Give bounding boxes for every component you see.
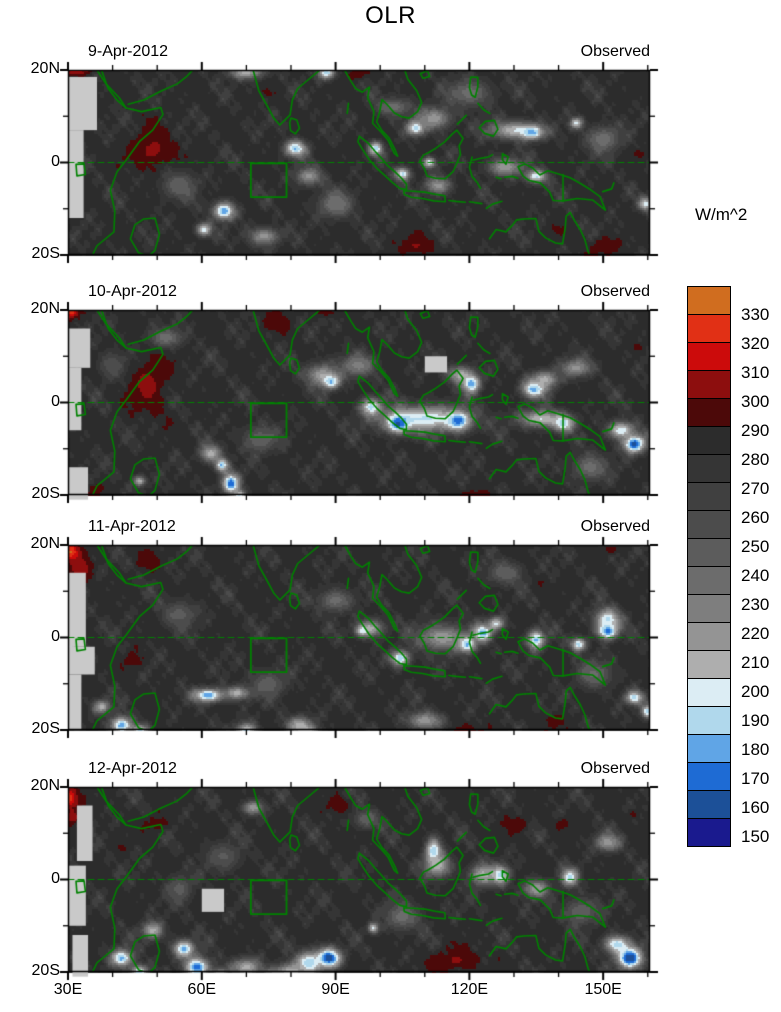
colorbar-cell [687,734,731,763]
y-axis-tick-label: 20N [30,300,60,317]
x-axis-tick-label: 120E [450,981,489,998]
panel-date-label: 12-Apr-2012 [88,760,177,777]
x-axis-tick-label: 30E [53,981,83,998]
panel-date-label: 9-Apr-2012 [88,43,169,60]
figure-title: OLR [365,2,416,29]
colorbar-tick-label: 220 [741,624,770,643]
panel-source-label: Observed [580,518,650,535]
colorbar-tick-label: 230 [741,595,770,614]
y-axis-tick-label: 0 [51,869,60,887]
colorbar-cell [687,510,731,539]
x-axis-tick-label: 150E [584,981,622,998]
colorbar-cell [687,426,731,455]
panel-source-label: Observed [580,283,650,300]
panel-date-label: 10-Apr-2012 [88,283,177,300]
colorbar-tick-label: 300 [741,392,770,411]
colorbar-tick-label: 240 [741,566,770,585]
y-axis-tick-label: 20S [31,245,60,262]
x-axis-tick-label: 90E [321,981,350,998]
colorbar-cell [687,482,731,511]
colorbar-tick-label: 310 [741,363,770,382]
y-axis-tick-label: 0 [51,627,60,645]
colorbar-tick-label: 270 [741,479,770,498]
colorbar-cell [687,566,731,595]
panel-source-label: Observed [580,43,650,60]
colorbar-cell [687,678,731,707]
colorbar-units-label: W/m^2 [695,205,748,224]
y-axis-tick-label: 20S [31,720,60,737]
colorbar-cell [687,818,731,847]
colorbar-cell [687,706,731,735]
panel-date-label: 11-Apr-2012 [88,518,176,535]
colorbar: W/m^2 330 320 310 300 290 280 270 260 250 240 230 2… [687,205,769,847]
y-axis-tick-label: 20S [31,485,60,502]
colorbar-tick-label: 180 [741,740,770,759]
colorbar-cell [687,454,731,483]
colorbar-cell [687,762,731,791]
y-axis-tick-label: 0 [51,152,60,170]
colorbar-tick-label: 190 [741,711,770,730]
colorbar-tick-label: 290 [741,421,770,440]
colorbar-cell [687,342,731,371]
colorbar-cell [687,790,731,819]
colorbar-tick-label: 210 [741,653,770,672]
colorbar-cell [687,314,731,343]
colorbar-tick-label: 150 [741,827,770,846]
colorbar-tick-label: 250 [741,537,770,556]
colorbar-cell [687,370,731,399]
colorbar-tick-label: 320 [741,334,770,353]
colorbar-cell [687,538,731,567]
y-axis-tick-label: 20S [31,962,60,979]
colorbar-tick-label: 170 [741,769,770,788]
colorbar-cell [687,650,731,679]
x-axis-tick-label: 60E [187,981,217,998]
panel-source-label: Observed [580,760,650,777]
y-axis-tick-label: 20N [30,535,60,552]
colorbar-cell [687,398,731,427]
colorbar-cell [687,594,731,623]
y-axis-tick-label: 0 [51,392,60,410]
y-axis-tick-label: 20N [30,60,60,77]
y-axis-tick-label: 20N [30,777,60,794]
colorbar-tick-label: 200 [741,682,770,701]
colorbar-tick-label: 160 [741,798,770,817]
colorbar-cell [687,622,731,651]
colorbar-tick-label: 280 [741,450,770,469]
colorbar-cell [687,286,731,315]
colorbar-tick-label: 330 [741,305,770,324]
colorbar-tick-label: 260 [741,508,770,527]
